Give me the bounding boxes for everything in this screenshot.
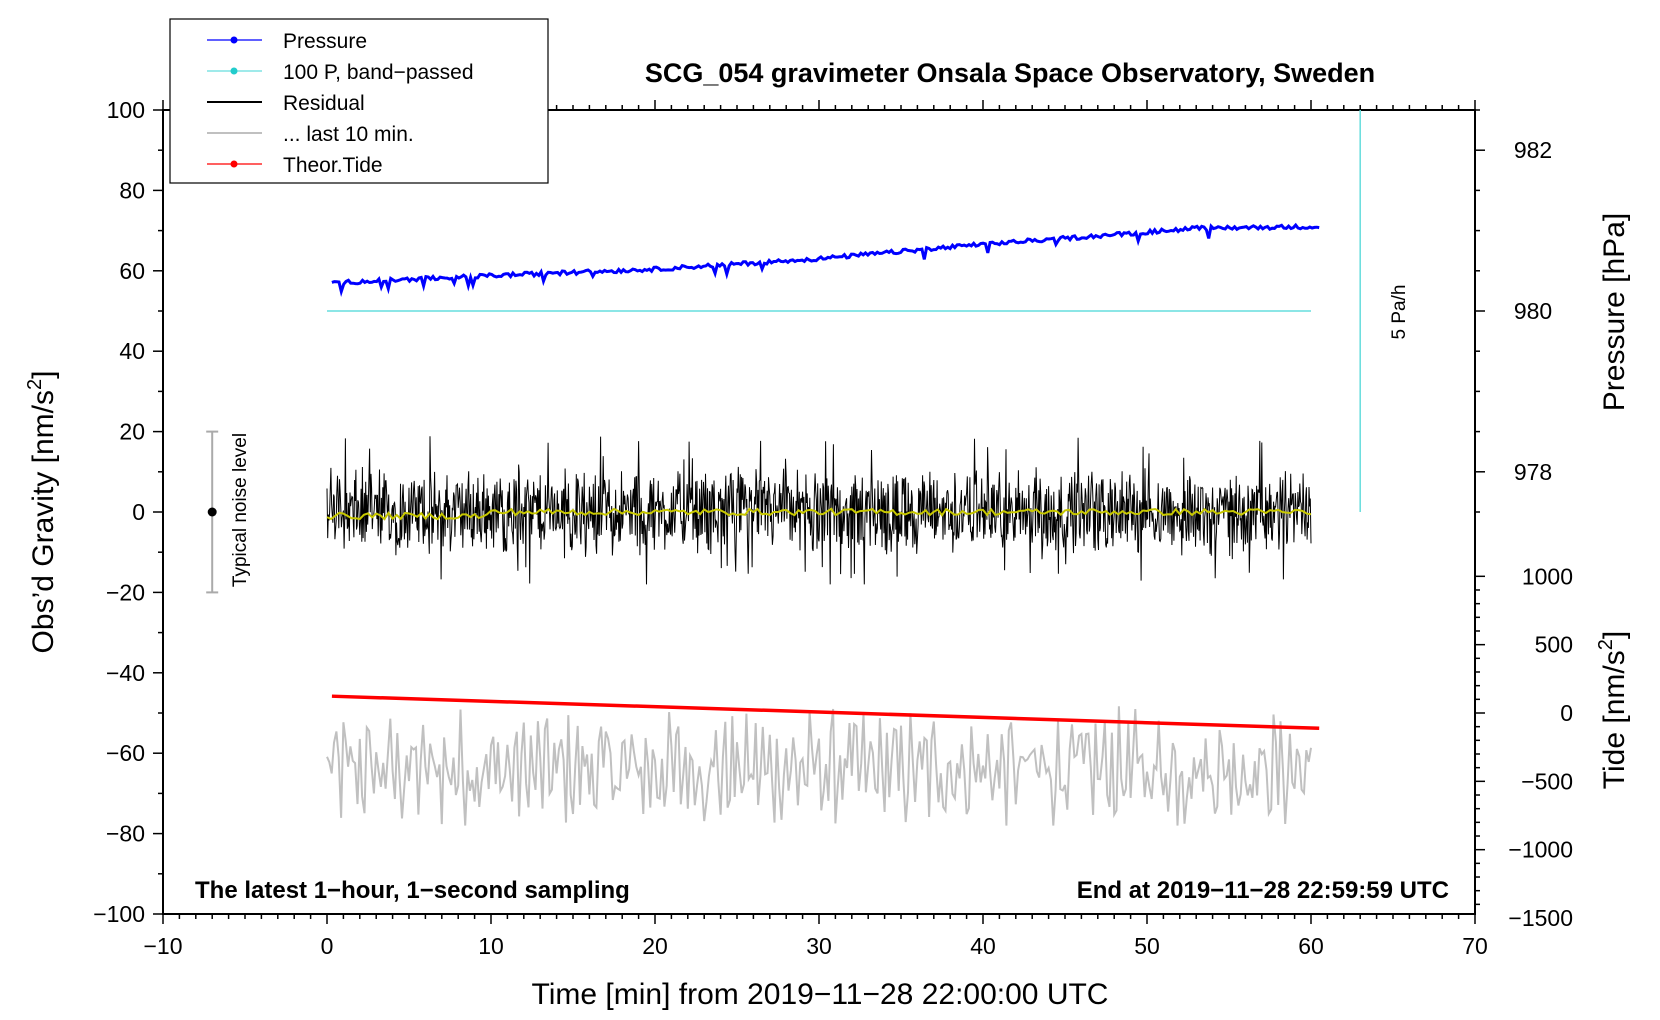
rate-bar-label: 5 Pa/h	[1389, 285, 1410, 340]
x-tick-label: 10	[478, 933, 504, 959]
tide-tick-label: 0	[1560, 700, 1573, 726]
y-tick-label: −60	[106, 740, 145, 766]
x-tick-label: 20	[642, 933, 668, 959]
x-tick-label: 50	[1134, 933, 1160, 959]
legend-entry-last10: ... last 10 min.	[207, 123, 414, 146]
x-tick-label: 40	[970, 933, 996, 959]
y-axis-label-pressure: Pressure [hPa]	[1598, 213, 1631, 411]
legend: Pressure 100 P, band−passed Residual ...…	[169, 18, 549, 184]
svg-text:Residual: Residual	[283, 92, 365, 115]
y-tick-label: −100	[93, 901, 145, 927]
y-tick-label: −20	[106, 579, 145, 605]
end-time-annotation: End at 2019−11−28 22:59:59 UTC	[1077, 877, 1449, 904]
legend-entry-tide: Theor.Tide	[207, 154, 383, 177]
tide-tick-label: −1500	[1508, 905, 1573, 931]
noise-level-label: Typical noise level	[230, 433, 251, 587]
legend-marker-tide	[230, 160, 238, 168]
y-tick-label: −40	[106, 660, 145, 686]
sampling-annotation: The latest 1−hour, 1−second sampling	[195, 877, 630, 904]
pressure-tick-label: 978	[1514, 459, 1552, 485]
series-layer	[206, 110, 1361, 826]
y-tick-label: −80	[106, 821, 145, 847]
y-tick-label: 60	[119, 258, 145, 284]
legend-marker-pressure	[230, 36, 238, 44]
svg-text:Theor.Tide: Theor.Tide	[283, 154, 383, 177]
series-pressure-line	[331, 222, 1320, 297]
legend-entry-residual: Residual	[207, 92, 365, 115]
tide-tick-label: 1000	[1522, 563, 1573, 589]
tide-tick-label: 500	[1535, 632, 1573, 658]
y-tick-label: 100	[107, 97, 145, 123]
x-tick-label: −10	[143, 933, 182, 959]
y-tick-label: 20	[119, 419, 145, 445]
tide-tick-label: −1000	[1508, 837, 1573, 863]
x-tick-label: 0	[321, 933, 334, 959]
pressure-tick-label: 980	[1514, 298, 1552, 324]
y-tick-label: 40	[119, 338, 145, 364]
legend-entry-pressure: Pressure	[207, 30, 367, 53]
chart-title: SCG_054 gravimeter Onsala Space Observat…	[645, 58, 1375, 88]
series-tide-line	[331, 694, 1320, 731]
svg-text:Pressure: Pressure	[283, 30, 367, 53]
series-residual-mean-line	[326, 507, 1312, 521]
x-tick-label: 70	[1462, 933, 1488, 959]
ticks-layer: −10 0 10 20 30 40 50 60 70100806040200−20−40−60−…	[93, 97, 1573, 959]
legend-marker-bandpassed	[230, 67, 238, 75]
series-residual-line	[326, 436, 1312, 585]
y-tick-label: 80	[119, 177, 145, 203]
y-axis-label-tide: Tide [nm/s2]	[1595, 631, 1631, 789]
pressure-tick-label: 982	[1514, 137, 1552, 163]
x-tick-label: 60	[1298, 933, 1324, 959]
svg-text:100 P, band−passed: 100 P, band−passed	[283, 61, 474, 84]
y-tick-label: 0	[132, 499, 145, 525]
tide-tick-label: −500	[1521, 768, 1573, 794]
x-axis-label: Time [min] from 2019−11−28 22:00:00 UTC	[532, 978, 1109, 1011]
noise-bar-center-dot	[207, 507, 217, 517]
series-last10-line	[326, 706, 1312, 826]
x-tick-label: 30	[806, 933, 832, 959]
y-axis-label-gravity: Obs’d Gravity [nm/s2]	[24, 371, 60, 654]
svg-text:... last 10 min.: ... last 10 min.	[283, 123, 414, 146]
legend-entry-bandpassed: 100 P, band−passed	[207, 61, 474, 84]
